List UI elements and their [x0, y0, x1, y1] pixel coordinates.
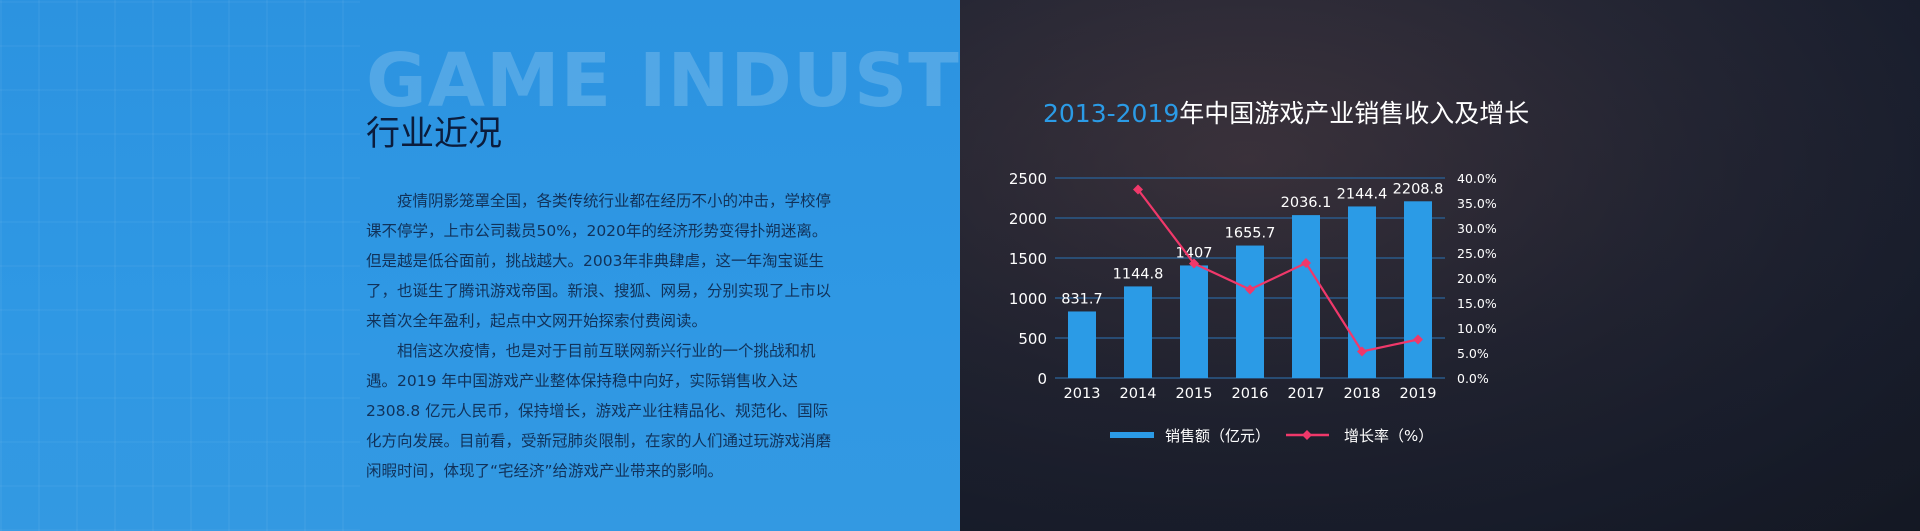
paragraph: 疫情阴影笼罩全国，各类传统行业都在经历不小的冲击，学校停课不停学，上市公司裁员5…	[366, 192, 832, 330]
bar-data-label: 1407	[1176, 245, 1213, 261]
y-left-tick-label: 0	[1037, 370, 1047, 388]
growth-point-marker	[1301, 258, 1311, 268]
x-tick-label: 2016	[1232, 386, 1269, 402]
bar-2015	[1180, 265, 1208, 378]
x-tick-label: 2013	[1064, 386, 1101, 402]
legend-growth-label: 增长率（%）	[1344, 427, 1433, 445]
bar-2019	[1404, 201, 1432, 378]
y-right-tick-label: 30.0%	[1457, 221, 1497, 236]
x-tick-label: 2015	[1176, 386, 1213, 402]
y-right-tick-label: 5.0%	[1457, 346, 1489, 361]
growth-point-marker	[1133, 184, 1143, 195]
bar-data-label: 2144.4	[1337, 186, 1388, 202]
bar-2016	[1236, 245, 1264, 378]
legend-bar-swatch	[1110, 432, 1154, 438]
left-panel: GAME INDUSTRY 行业近况 疫情阴影笼罩全国，各类传统行业都在经历不小…	[0, 0, 960, 531]
y-left-tick-label: 500	[1018, 330, 1047, 348]
legend-sales-label: 销售额（亿元）	[1165, 427, 1270, 445]
bar-2017	[1292, 215, 1320, 378]
y-left-tick-label: 2500	[1009, 170, 1047, 188]
bar-data-label: 2208.8	[1393, 181, 1444, 197]
body-text: 疫情阴影笼罩全国，各类传统行业都在经历不小的冲击，学校停课不停学，上市公司裁员5…	[366, 186, 836, 486]
y-right-tick-label: 10.0%	[1457, 321, 1497, 336]
y-left-tick-label: 1000	[1009, 290, 1047, 308]
growth-point-marker	[1357, 346, 1367, 357]
growth-point-marker	[1413, 334, 1423, 345]
y-right-tick-label: 0.0%	[1457, 371, 1489, 386]
paragraph: 相信这次疫情，也是对于目前互联网新兴行业的一个挑战和机遇。2019 年中国游戏产…	[366, 342, 832, 480]
section-heading: 行业近况	[366, 114, 502, 154]
growth-line	[1137, 188, 1419, 353]
x-tick-label: 2019	[1400, 386, 1437, 402]
growth-point-marker	[1189, 258, 1199, 269]
y-right-tick-label: 25.0%	[1457, 246, 1497, 261]
chart-title-years: 2013-2019	[1043, 99, 1180, 128]
bar-data-label: 2036.1	[1281, 195, 1332, 211]
chart-title: 2013-2019年中国游戏产业销售收入及增长	[1043, 94, 1529, 130]
legend-diamond-icon	[1302, 430, 1312, 440]
right-panel-background	[960, 0, 1920, 531]
x-tick-label: 2018	[1344, 386, 1381, 402]
bar-data-label: 831.7	[1061, 291, 1103, 307]
y-left-tick-label: 1500	[1009, 250, 1047, 268]
growth-point-marker	[1245, 284, 1255, 295]
bar-data-label: 1655.7	[1225, 226, 1276, 242]
bar-2013	[1068, 311, 1096, 378]
x-tick-label: 2014	[1120, 386, 1157, 402]
watermark-title: GAME INDUSTRY	[366, 38, 960, 124]
y-right-tick-label: 15.0%	[1457, 296, 1497, 311]
bar-2014	[1124, 286, 1152, 378]
y-left-tick-label: 2000	[1009, 210, 1047, 228]
bar-data-label: 1144.8	[1113, 266, 1164, 282]
y-right-tick-label: 40.0%	[1457, 171, 1497, 186]
y-right-tick-label: 20.0%	[1457, 271, 1497, 286]
y-right-tick-label: 35.0%	[1457, 196, 1497, 211]
chart-title-text: 年中国游戏产业销售收入及增长	[1179, 99, 1530, 128]
x-tick-label: 2017	[1288, 386, 1325, 402]
